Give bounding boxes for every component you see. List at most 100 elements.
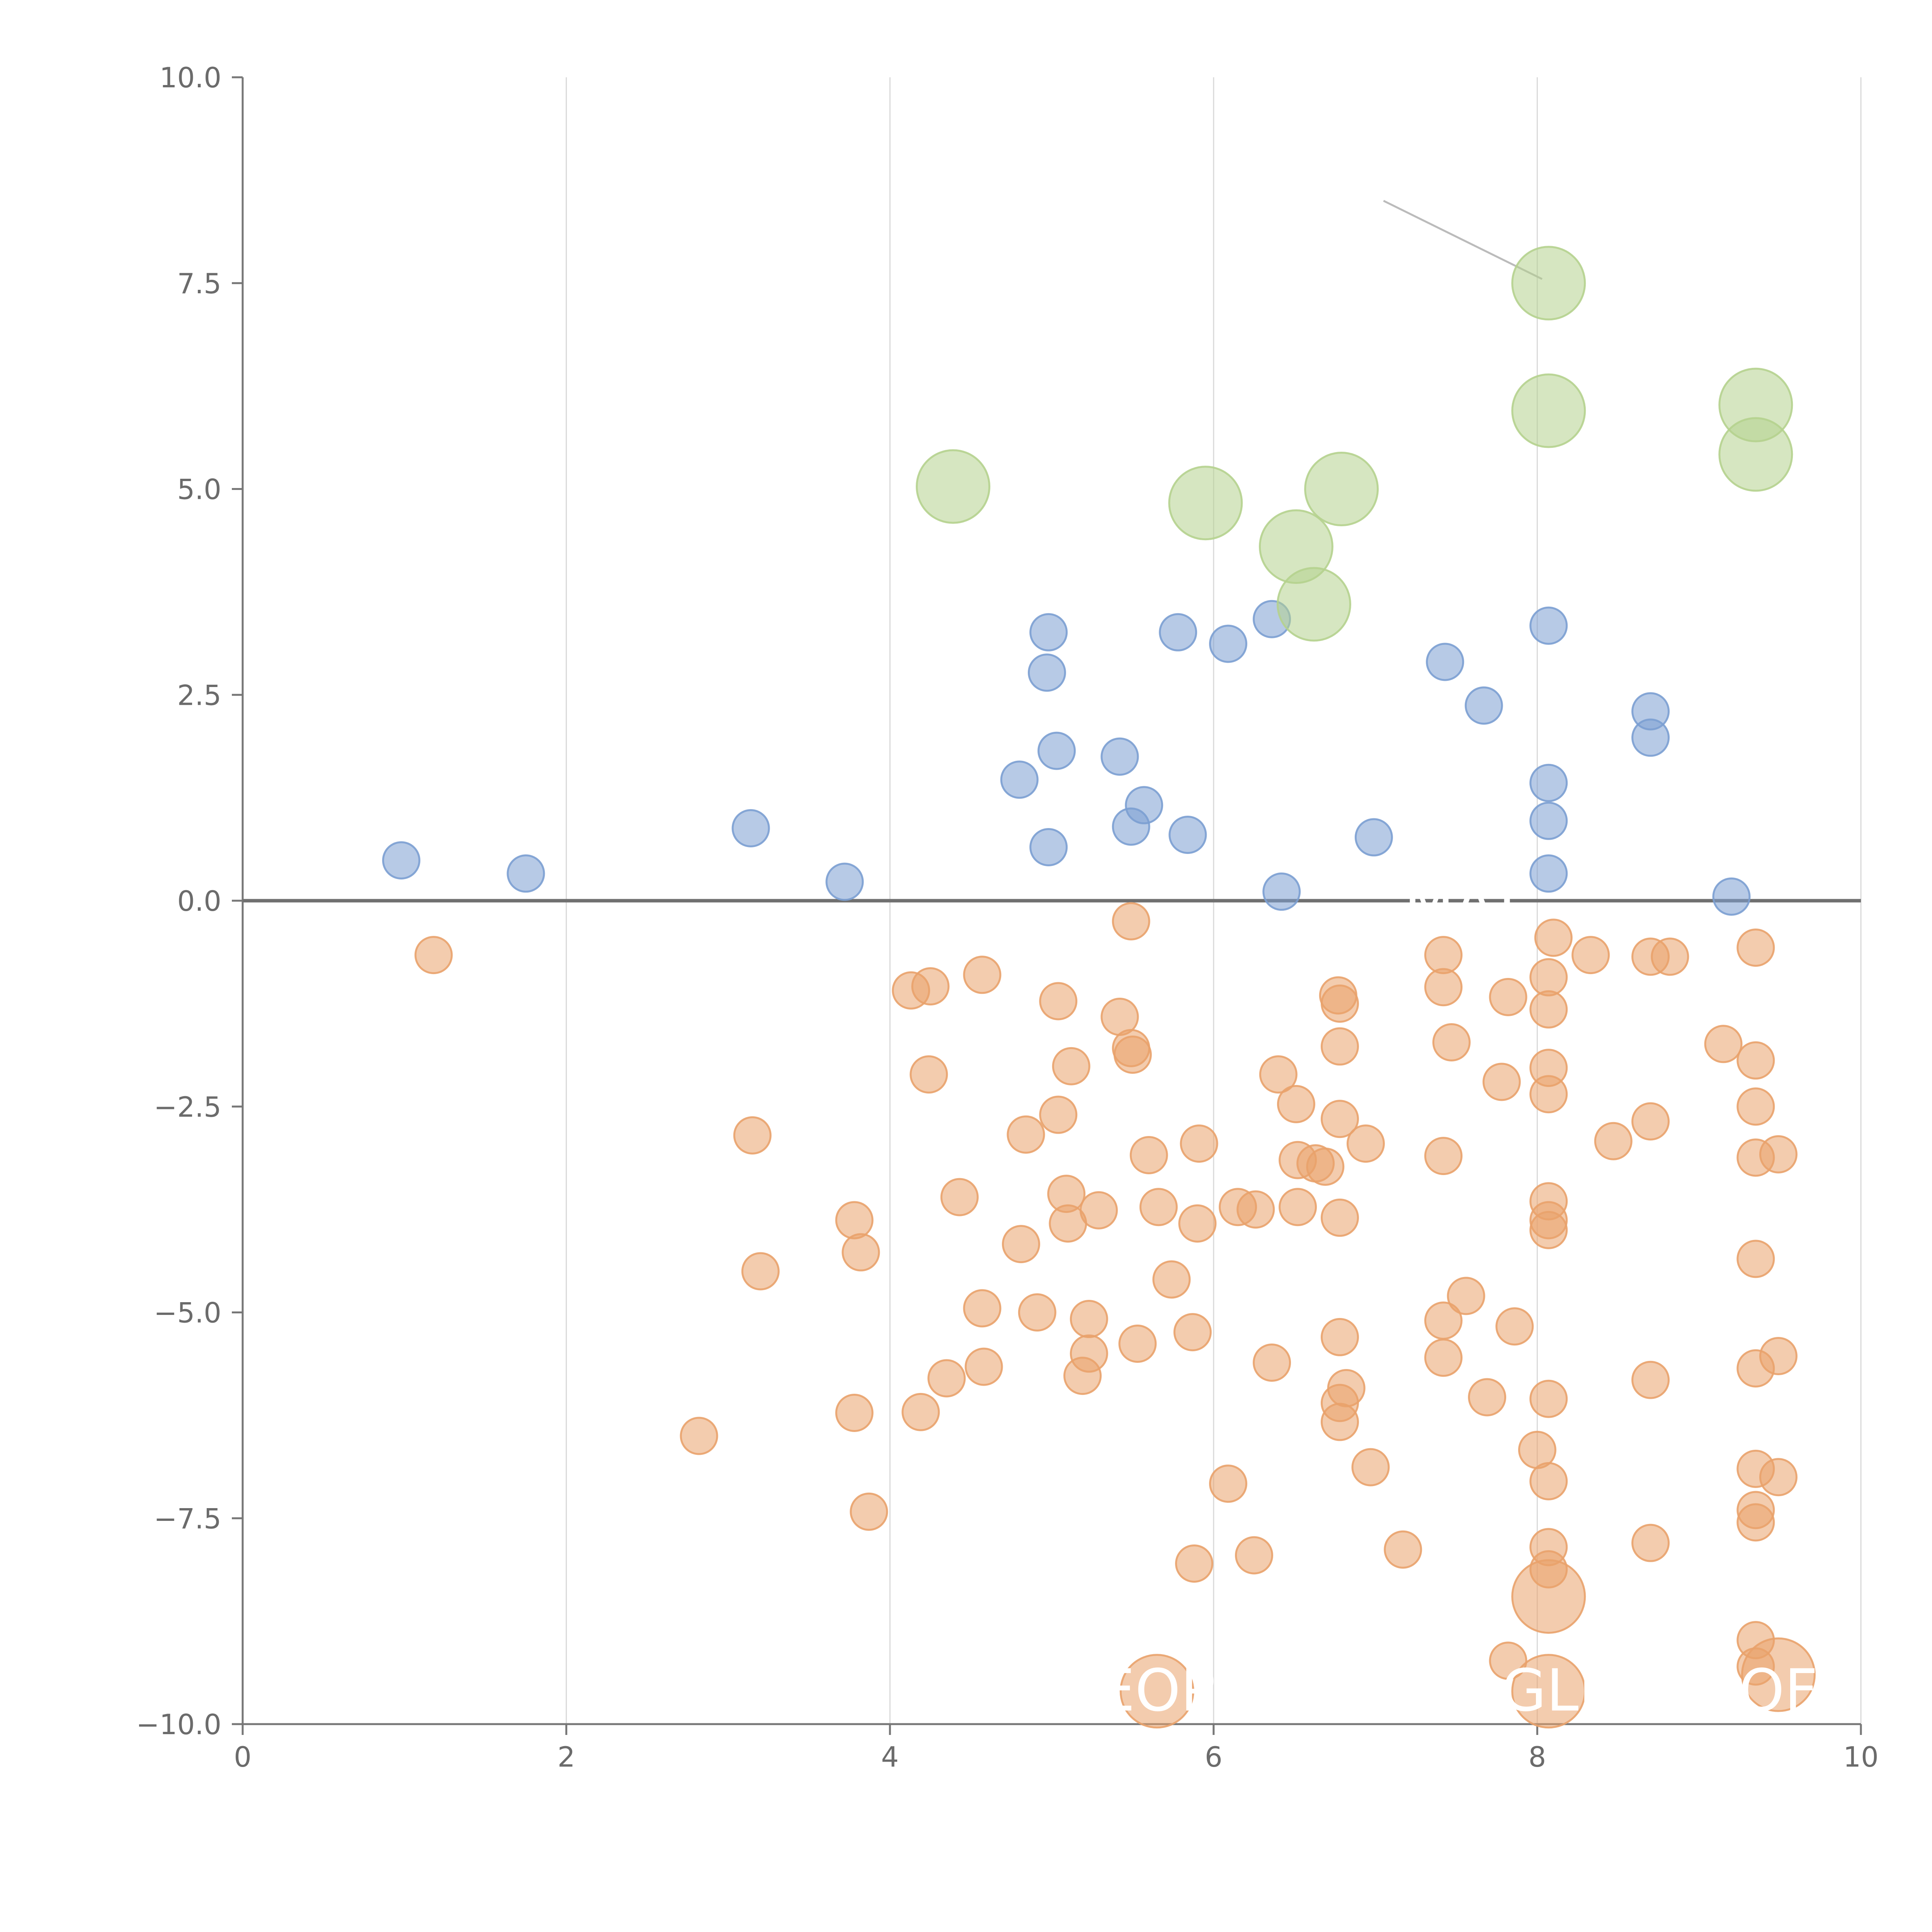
- green-point: [1304, 452, 1379, 526]
- annotation-label: GLI: [1502, 1657, 1596, 1725]
- orange-point: [842, 1233, 880, 1272]
- orange-point: [1259, 1055, 1298, 1094]
- orange-point: [1424, 1137, 1463, 1175]
- orange-point: [1129, 1136, 1168, 1174]
- orange-point: [1529, 1075, 1568, 1114]
- blue-point: [1529, 764, 1568, 802]
- blue-point: [1029, 613, 1068, 651]
- orange-large-point: [1741, 1637, 1816, 1712]
- orange-point: [1279, 1188, 1317, 1226]
- orange-point: [940, 1178, 979, 1216]
- orange-large-point: [1119, 1654, 1194, 1729]
- blue-point: [507, 854, 545, 893]
- orange-point: [1320, 984, 1359, 1023]
- orange-point: [1018, 1293, 1056, 1332]
- y-tick-label: 0.0: [177, 885, 221, 917]
- orange-point: [1651, 937, 1689, 976]
- blue-point: [1529, 606, 1568, 645]
- blue-point: [825, 862, 864, 901]
- orange-point: [1235, 1536, 1273, 1575]
- x-tick-label: 6: [1205, 1741, 1223, 1773]
- orange-point: [1594, 1122, 1633, 1160]
- blue-point: [731, 809, 770, 847]
- orange-point: [1759, 1337, 1798, 1375]
- orange-point: [1139, 1188, 1178, 1226]
- blue-point: [1529, 854, 1568, 893]
- orange-point: [901, 1393, 940, 1431]
- orange-point: [835, 1201, 874, 1240]
- orange-point: [1489, 978, 1527, 1016]
- orange-point: [927, 1359, 966, 1398]
- orange-point: [1175, 1544, 1214, 1583]
- y-tick-label: 10.0: [160, 61, 221, 94]
- orange-point: [1424, 968, 1463, 1007]
- orange-point: [1007, 1115, 1045, 1154]
- orange-point: [1759, 1135, 1798, 1173]
- orange-point: [1039, 982, 1078, 1020]
- orange-point: [1063, 1357, 1102, 1395]
- orange-point: [1631, 1102, 1670, 1141]
- orange-point: [1529, 1379, 1568, 1418]
- orange-point: [1118, 1324, 1157, 1363]
- orange-point: [1736, 1041, 1775, 1080]
- green-point: [916, 449, 991, 524]
- orange-point: [963, 956, 1002, 994]
- blue-point: [1464, 686, 1503, 725]
- y-tick-label: −2.5: [154, 1091, 221, 1123]
- y-tick-label: 7.5: [177, 267, 221, 300]
- orange-point: [1424, 1338, 1463, 1377]
- orange-point: [1113, 1035, 1152, 1074]
- orange-point: [1468, 1378, 1507, 1417]
- annotation-label: EOP: [1099, 1657, 1216, 1725]
- x-tick-label: 0: [234, 1741, 252, 1773]
- orange-point: [414, 936, 453, 975]
- green-point: [1168, 466, 1243, 541]
- orange-point: [1306, 1147, 1345, 1186]
- blue-point: [1168, 816, 1207, 854]
- orange-point: [1070, 1300, 1108, 1338]
- orange-point: [1320, 1100, 1359, 1138]
- orange-point: [1529, 958, 1568, 997]
- annotation-label: OF: [1739, 1657, 1818, 1725]
- y-tick-label: 5.0: [177, 473, 221, 506]
- orange-point: [1489, 1641, 1527, 1680]
- orange-point: [1631, 1361, 1670, 1399]
- orange-point: [1736, 1087, 1775, 1126]
- green-point: [1276, 567, 1351, 642]
- blue-point: [1027, 653, 1066, 692]
- green-point: [1511, 373, 1586, 448]
- green-point: [1511, 246, 1586, 321]
- orange-point: [1277, 1085, 1315, 1123]
- green-point: [1718, 417, 1793, 492]
- x-tick-label: 8: [1528, 1741, 1546, 1773]
- blue-point: [1262, 872, 1301, 911]
- orange-point: [1320, 1318, 1359, 1356]
- orange-point: [964, 1347, 1003, 1386]
- orange-point: [1534, 918, 1573, 957]
- blue-point: [1354, 818, 1393, 857]
- orange-point: [1178, 1204, 1217, 1243]
- orange-point: [1152, 1260, 1191, 1299]
- annotation-label: MAT: [1404, 871, 1525, 938]
- orange-large-point: [1511, 1654, 1586, 1729]
- orange-point: [1320, 1027, 1359, 1066]
- orange-point: [680, 1417, 718, 1455]
- orange-point: [1736, 928, 1775, 967]
- orange-point: [1529, 990, 1568, 1029]
- orange-point: [835, 1393, 874, 1432]
- orange-point: [850, 1492, 888, 1531]
- orange-point: [910, 1055, 948, 1094]
- orange-point: [911, 967, 950, 1006]
- orange-point: [1236, 1190, 1275, 1229]
- orange-point: [1482, 1063, 1521, 1101]
- x-tick-label: 10: [1843, 1741, 1879, 1773]
- x-tick-label: 4: [881, 1741, 899, 1773]
- orange-point: [1704, 1025, 1743, 1063]
- blue-point: [382, 841, 420, 880]
- blue-point: [1529, 801, 1568, 840]
- blue-point: [1000, 760, 1039, 799]
- orange-point: [1631, 1524, 1670, 1562]
- orange-point: [1253, 1343, 1291, 1382]
